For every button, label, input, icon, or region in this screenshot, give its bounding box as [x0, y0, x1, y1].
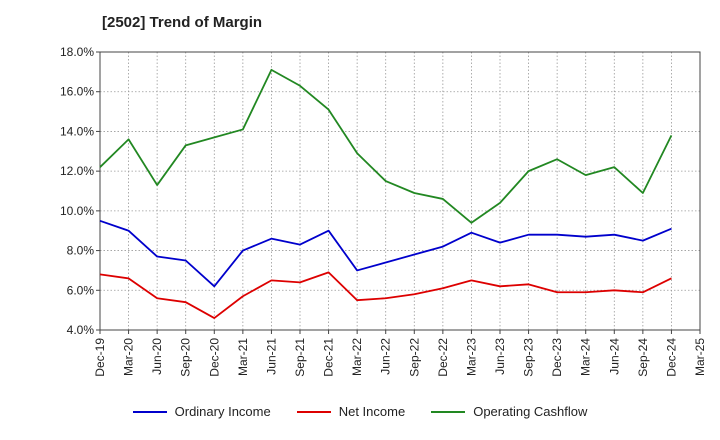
- series-line-net-income: [99, 271, 672, 319]
- y-tick-label: 12.0%: [60, 164, 94, 178]
- legend-item: Ordinary Income: [132, 404, 271, 419]
- x-tick-label: Jun-22: [379, 338, 393, 375]
- x-tick-label: Mar-21: [236, 338, 250, 376]
- x-tick-label: Jun-24: [607, 338, 621, 375]
- x-tick-label: Mar-22: [350, 338, 364, 376]
- x-tick-label: Sep-21: [293, 338, 307, 377]
- legend-label: Ordinary Income: [174, 404, 271, 419]
- x-tick-label: Mar-24: [579, 338, 593, 376]
- y-tick-label: 10.0%: [60, 204, 94, 218]
- x-tick-label: Mar-23: [464, 338, 478, 376]
- x-tick-label: Mar-25: [693, 338, 707, 376]
- x-tick-label: Jun-23: [493, 338, 507, 375]
- y-tick-label: 8.0%: [67, 244, 95, 258]
- x-tick-label: Dec-24: [664, 338, 678, 377]
- x-tick-label: Mar-20: [122, 338, 136, 376]
- y-tick-label: 16.0%: [60, 85, 94, 99]
- plot-frame: [99, 51, 701, 331]
- x-tick-label: Sep-24: [636, 338, 650, 377]
- x-tick-label: Dec-20: [207, 338, 221, 377]
- chart-title: [2502] Trend of Margin: [102, 14, 263, 31]
- x-tick-label: Jun-21: [264, 338, 278, 375]
- x-tick-label: Jun-20: [150, 338, 164, 375]
- x-tick-label: Sep-23: [522, 338, 536, 377]
- series-line-ordinary-income: [99, 219, 672, 288]
- legend-item: Net Income: [296, 404, 406, 419]
- x-tick-label: Dec-21: [322, 338, 336, 377]
- series-line-operating-cashflow: [99, 68, 673, 224]
- x-tick-label: Sep-22: [407, 338, 421, 377]
- legend-label: Operating Cashflow: [473, 404, 588, 419]
- y-tick-label: 4.0%: [67, 323, 95, 337]
- legend-label: Net Income: [338, 404, 406, 419]
- legend-item: Operating Cashflow: [431, 404, 587, 419]
- legend-swatch: [296, 410, 331, 413]
- legend-swatch: [132, 410, 167, 413]
- y-tick-label: 18.0%: [60, 45, 94, 59]
- x-tick-label: Sep-20: [179, 338, 193, 377]
- legend-swatch: [431, 410, 466, 413]
- grid: [99, 51, 701, 331]
- x-tick-label: Dec-23: [550, 338, 564, 377]
- y-tick-label: 6.0%: [67, 283, 95, 297]
- x-tick-label: Dec-19: [93, 338, 107, 377]
- x-tick-label: Dec-22: [436, 338, 450, 377]
- y-tick-label: 14.0%: [60, 124, 94, 138]
- chart-legend: Ordinary Income Net Income Operating Cashf…: [0, 404, 720, 419]
